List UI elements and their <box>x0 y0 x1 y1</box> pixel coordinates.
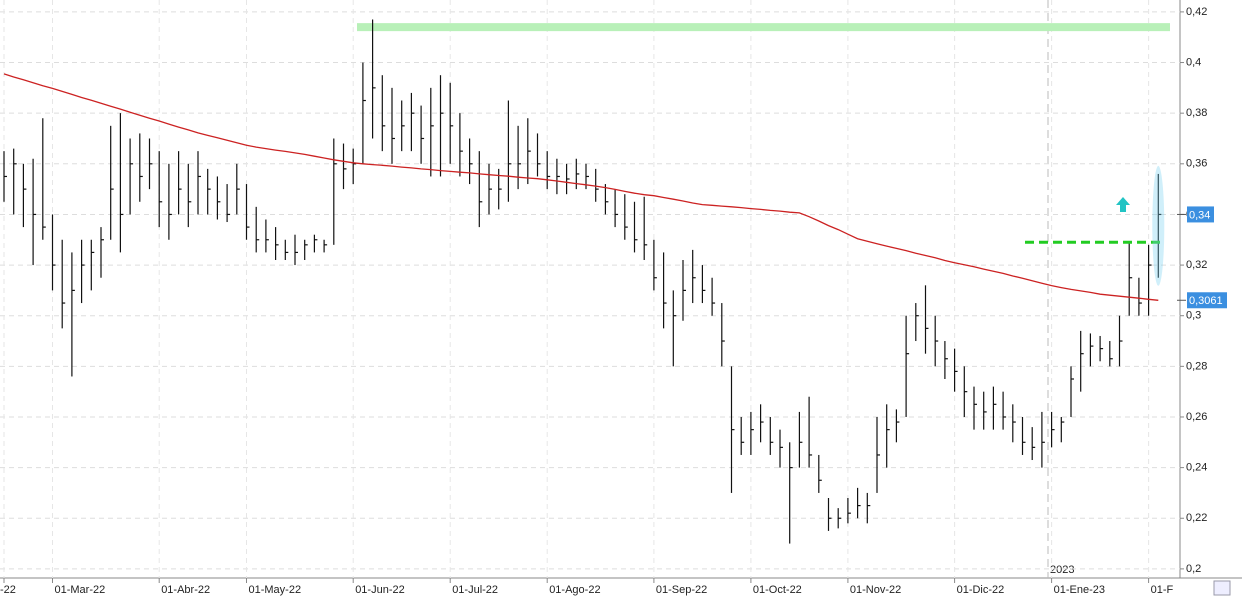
year-label: 2023 <box>1050 564 1074 576</box>
x-tick-label: 01-Jul-22 <box>452 584 498 596</box>
price-marker-label: 0,3061 <box>1189 295 1223 307</box>
price-marker-box <box>1187 292 1227 309</box>
x-tick-label: 01-Ago-22 <box>549 584 600 596</box>
y-tick-label: 0,2 <box>1186 563 1201 575</box>
x-tick-label: 01-May-22 <box>249 584 302 596</box>
y-tick-label: 0,36 <box>1186 158 1207 170</box>
y-tick-label: 0,32 <box>1186 259 1207 271</box>
y-tick-label: 0,3 <box>1186 310 1201 322</box>
x-tick-label: 01-F <box>1151 584 1174 596</box>
price-marker-box <box>1187 206 1214 223</box>
x-tick-label: 01-Ene-23 <box>1054 584 1105 596</box>
y-tick-label: 0,42 <box>1186 6 1207 18</box>
x-tick-label: 01-Nov-22 <box>850 584 901 596</box>
highlight-ellipse <box>1152 165 1165 286</box>
y-tick-label: 0,22 <box>1186 512 1207 524</box>
y-tick-label: 0,4 <box>1186 56 1201 68</box>
y-tick-label: 0,26 <box>1186 411 1207 423</box>
x-tick-label: -22 <box>0 584 16 596</box>
x-tick-label: 01-Sep-22 <box>656 584 707 596</box>
y-tick-label: 0,28 <box>1186 360 1207 372</box>
price-marker-label: 0,34 <box>1189 209 1210 221</box>
y-tick-label: 0,38 <box>1186 107 1207 119</box>
x-tick-label: 01-Jun-22 <box>355 584 405 596</box>
up-arrow <box>1116 197 1130 212</box>
y-tick-label: 0,24 <box>1186 462 1207 474</box>
x-tick-label: 01-Mar-22 <box>55 584 106 596</box>
x-tick-label: 01-Abr-22 <box>161 584 210 596</box>
x-tick-label: 01-Dic-22 <box>957 584 1005 596</box>
scale-button[interactable] <box>1213 580 1231 596</box>
moving-average-line <box>3 73 1159 301</box>
x-tick-label: 01-Oct-22 <box>753 584 802 596</box>
